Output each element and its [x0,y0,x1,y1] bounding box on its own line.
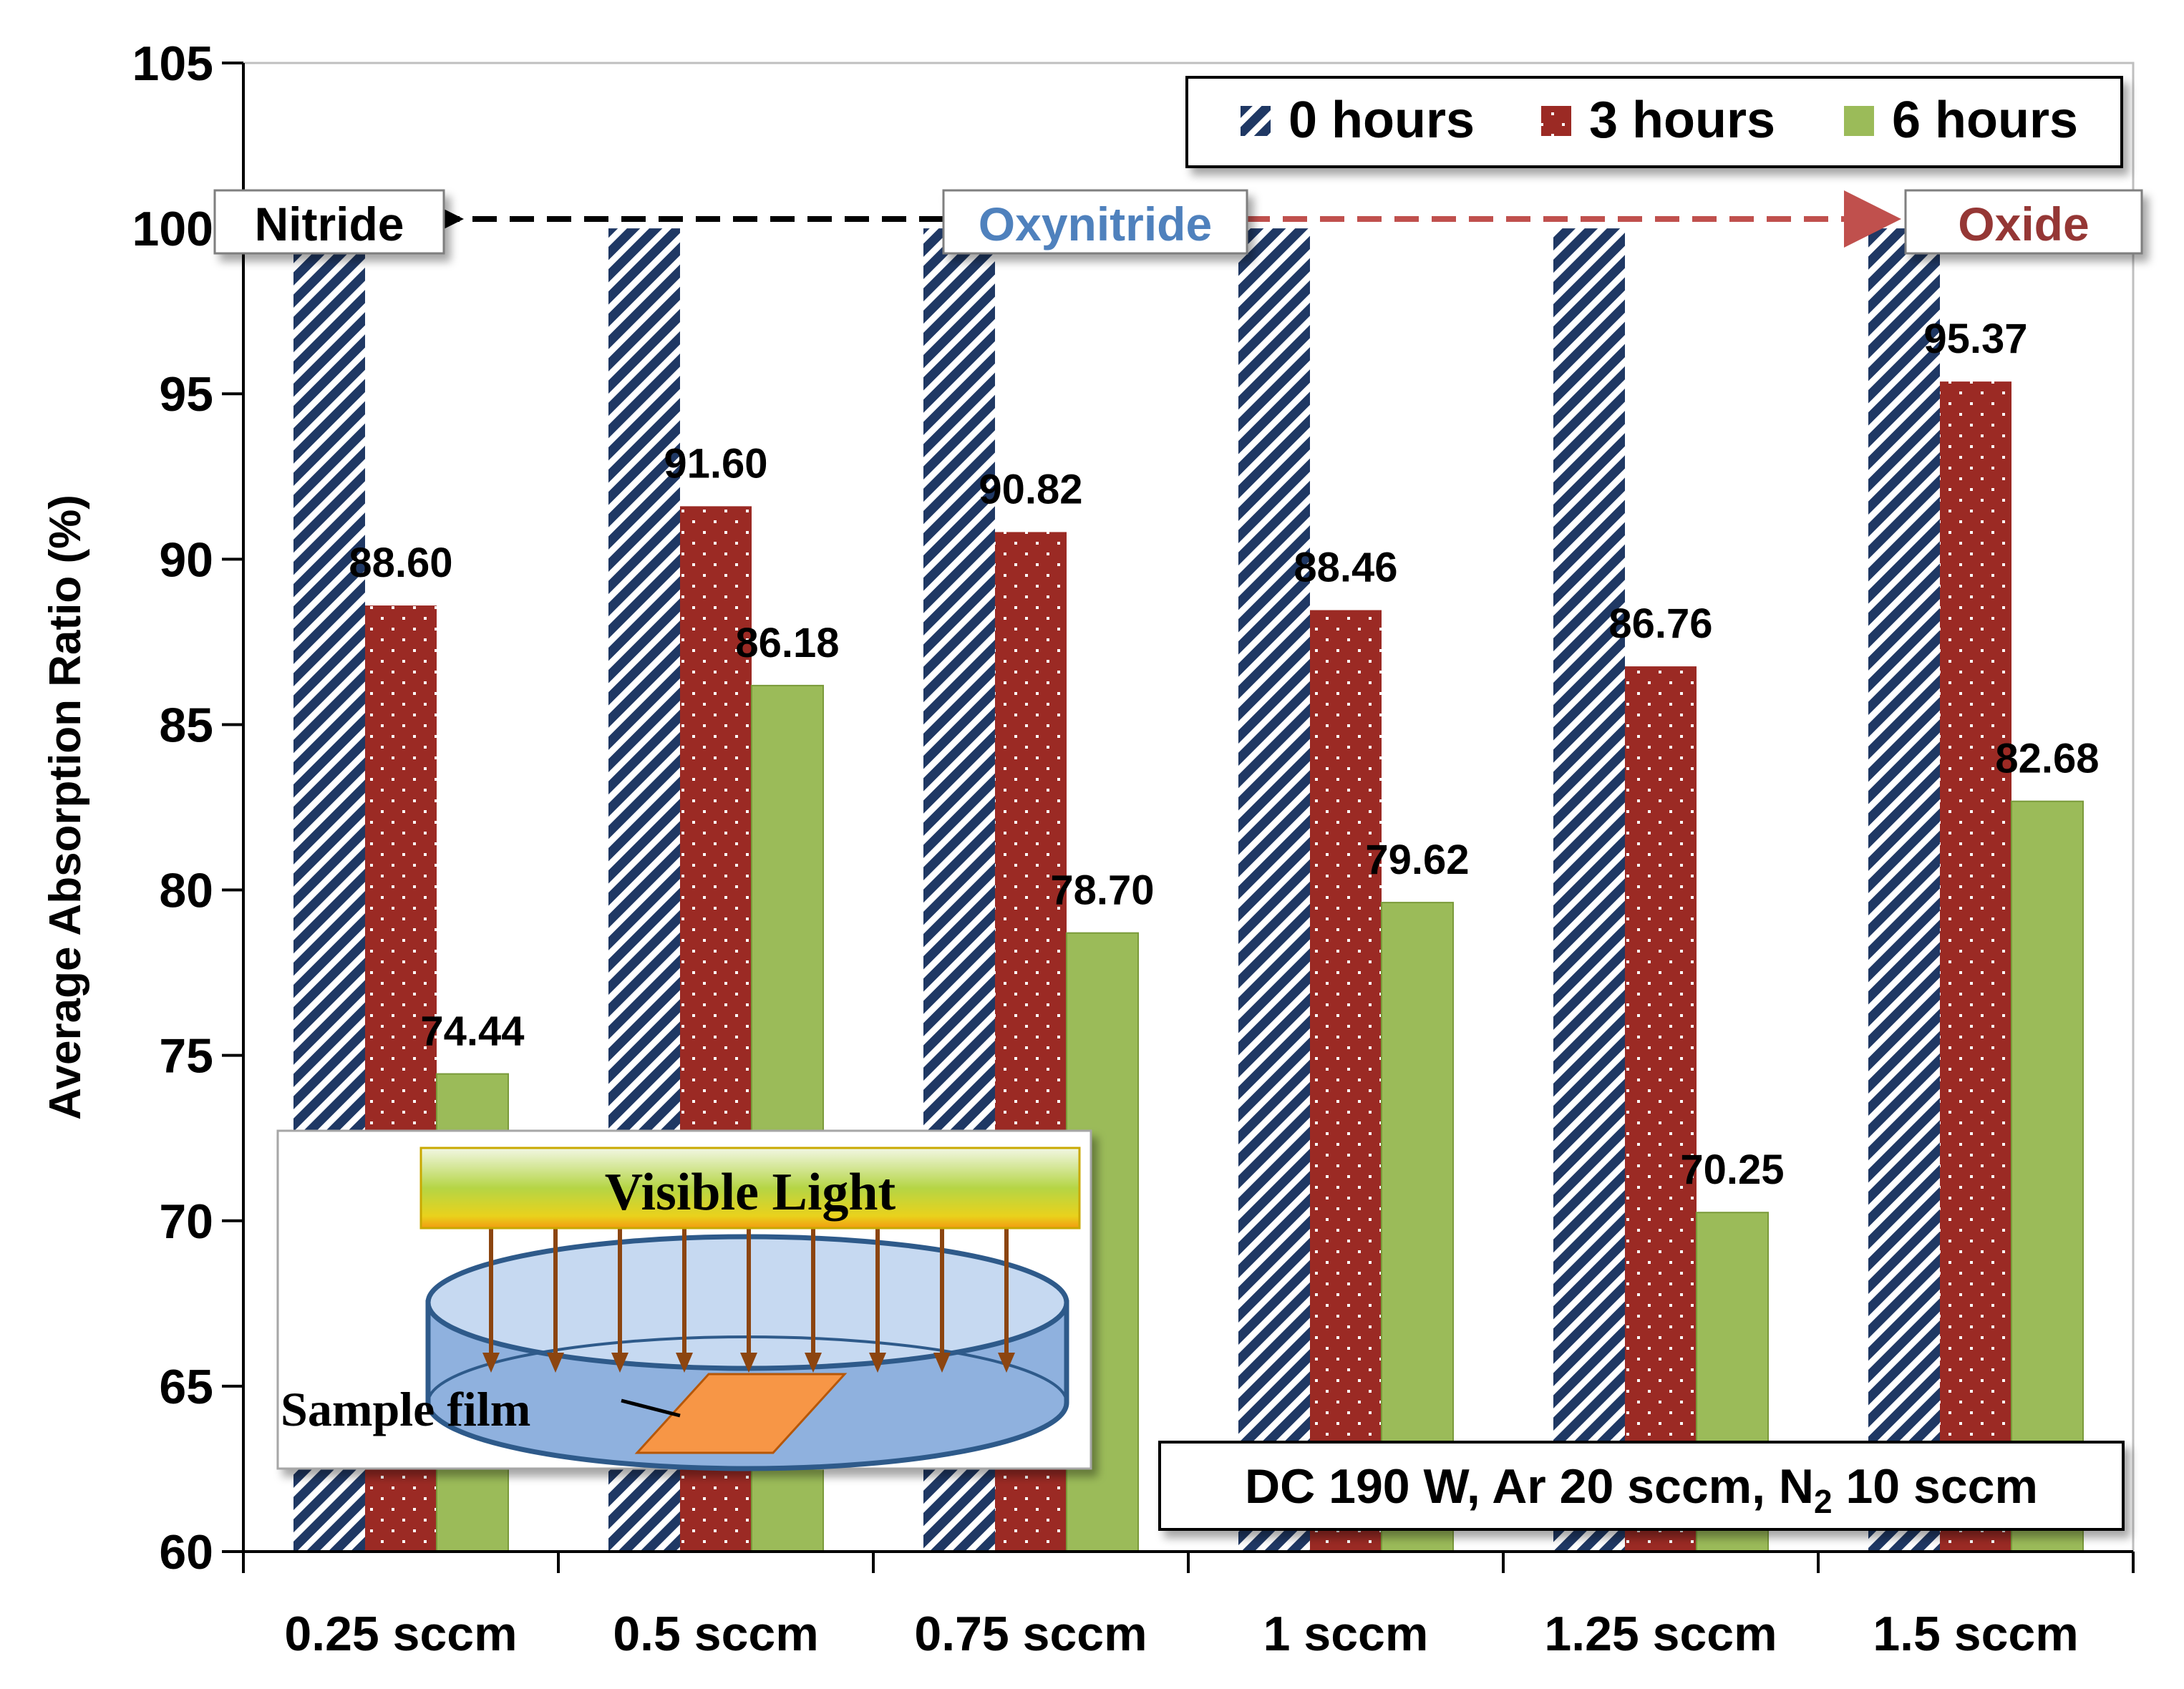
conditions-box [1158,1441,2125,1531]
bar-6-hours-1_5-sccm [2011,800,2084,1552]
x-tick-label: 1.25 sccm [1544,1607,1777,1661]
light-ray-arrowhead [998,1353,1015,1373]
value-label-6-hours-3: 79.62 [1365,837,1469,883]
x-ticks-group: 0.25 sccm 0.5 sccm 0.75 sccm 1 sccm 1.25 scc… [242,1552,2135,1661]
x-tick-label: 1 sccm [1263,1607,1429,1661]
y-tick-label: 60 [159,1525,213,1580]
y-axis-title: Average Absorption Ratio (%) [41,495,90,1120]
sample-pointer [621,1398,681,1418]
light-ray-arrowhead [547,1353,564,1373]
value-label-3-hours-4: 86.76 [1608,600,1712,647]
bar-0-hours-1-sccm [1238,228,1310,1552]
visible-light-label: Visible Light [605,1163,896,1222]
legend-swatch-6-hours [1844,106,1874,136]
y-tick-label: 85 [159,698,213,752]
conditions-subscript: 2 [1814,1483,1833,1520]
value-label-6-hours-0: 74.44 [420,1008,524,1055]
legend-label-6-hours: 6 hours [1892,92,2078,149]
y-tick-label: 90 [159,532,213,587]
legend-label-3-hours: 3 hours [1589,92,1775,149]
legend-swatch-3-hours [1541,106,1571,136]
y-tick-label: 100 [132,202,213,256]
value-label-6-hours-2: 78.70 [1050,867,1154,914]
oxide-label: Oxide [1958,198,2089,250]
x-tick-label: 0.5 sccm [613,1607,818,1661]
conditions-text: DC 190 W, Ar 20 sccm, N2 10 sccm [1245,1459,2038,1520]
legend-swatch-0-hours [1241,106,1271,136]
value-label-6-hours-1: 86.18 [735,620,839,666]
nitride-label-box [213,189,445,255]
legend-box [1185,76,2123,168]
light-ray-arrowhead [611,1353,628,1373]
value-labels-group: 88.60 91.60 90.82 88.46 86.76 95.37 74.44 86.18… [349,316,2099,1193]
bar-3-hours-1_5-sccm [1940,381,2011,1552]
value-label-3-hours-2: 90.82 [979,466,1082,512]
value-label-3-hours-5: 95.37 [1923,316,2027,362]
light-source [419,1147,1081,1230]
legend-label-0-hours: 0 hours [1288,92,1475,149]
x-tick-label: 0.25 sccm [284,1607,517,1661]
y-tick-label: 105 [132,36,213,91]
value-label-3-hours-0: 88.60 [349,540,452,586]
value-label-6-hours-5: 82.68 [1995,736,2099,782]
value-label-6-hours-4: 70.25 [1680,1147,1784,1193]
value-label-3-hours-1: 91.60 [664,440,767,487]
y-tick-label: 95 [159,367,213,422]
light-rays [482,1228,1015,1373]
conditions-suffix: 10 sccm [1833,1459,2038,1514]
sample-film [634,1373,848,1454]
value-label-3-hours-3: 88.46 [1294,545,1397,591]
bar-0-hours-1_5-sccm [1868,228,1940,1552]
legend: 0 hours 3 hours 6 hours [1185,76,2123,168]
bar-3-hours-1-sccm [1310,610,1382,1552]
nitride-label: Nitride [254,198,404,250]
bar-0-hours-1_25-sccm [1553,228,1625,1552]
light-ray-arrowhead [482,1353,500,1373]
light-ray-arrowhead [933,1353,951,1373]
x-tick-label: 0.75 sccm [914,1607,1147,1661]
inset-diagram: Sample film Visible Light [276,1129,1092,1471]
conditions-prefix: DC 190 W, Ar 20 sccm, N [1245,1459,1814,1514]
y-tick-label: 80 [159,864,213,918]
light-ray-arrowhead [676,1353,693,1373]
sample-film-label: Sample film [281,1382,530,1436]
y-tick-label: 70 [159,1194,213,1249]
y-ticks-group: 60 65 70 75 80 85 90 95 100 105 [132,36,243,1580]
light-ray-arrowhead [740,1353,757,1373]
y-tick-label: 75 [159,1029,213,1084]
oxynitride-label-box [942,189,1248,255]
x-tick-label: 1.5 sccm [1873,1607,2078,1661]
oxide-label-box [1904,189,2143,255]
oxynitride-label: Oxynitride [979,198,1212,250]
bar-3-hours-1_25-sccm [1625,666,1697,1552]
light-ray-arrowhead [869,1353,886,1373]
light-ray-arrowhead [805,1353,822,1373]
y-tick-label: 65 [159,1360,213,1414]
